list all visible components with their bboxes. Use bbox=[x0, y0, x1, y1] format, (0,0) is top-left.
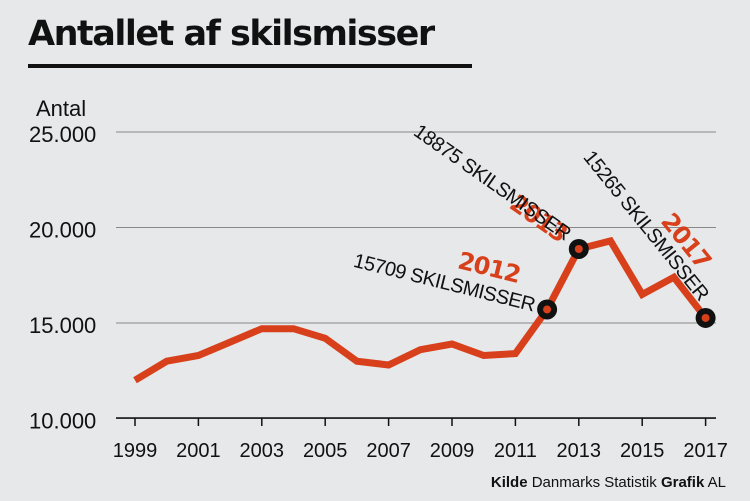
y-axis-label: Antal bbox=[36, 96, 87, 121]
highlight-markers bbox=[537, 238, 716, 328]
x-tick-label: 2009 bbox=[430, 440, 475, 462]
x-tick-label: 2017 bbox=[683, 440, 728, 462]
x-axis: 1999 2001 2003 2005 2007 2009 2011 2013 2015 2017 bbox=[113, 417, 728, 462]
highlight-marker-center bbox=[543, 305, 552, 314]
y-tick-label: 10.000 bbox=[29, 409, 96, 434]
title-underline bbox=[28, 64, 472, 68]
source-credit: Kilde Danmarks Statistik Grafik AL bbox=[490, 474, 726, 491]
x-tick-label: 2011 bbox=[494, 440, 537, 462]
y-tick-label: 15.000 bbox=[29, 313, 96, 338]
highlight-marker-center bbox=[574, 244, 583, 253]
x-tick-label: 2007 bbox=[366, 440, 411, 462]
series-line bbox=[133, 236, 709, 384]
x-tick-label: 1999 bbox=[113, 440, 158, 462]
x-tick-label: 2015 bbox=[620, 440, 665, 462]
highlight-marker-center bbox=[701, 313, 710, 322]
x-tick-label: 2005 bbox=[303, 440, 348, 462]
x-tick-label: 2003 bbox=[240, 440, 285, 462]
series-line-path bbox=[133, 236, 709, 384]
chart-title: Antallet af skilsmisser bbox=[28, 14, 435, 54]
y-tick-label: 25.000 bbox=[29, 122, 96, 147]
annotation-label: 18875 SKILSMISSER bbox=[410, 120, 575, 245]
x-tick-label: 2013 bbox=[557, 440, 602, 462]
y-tick-label: 20.000 bbox=[29, 218, 96, 243]
y-tick-labels: 10.000 15.000 20.000 25.000 bbox=[29, 122, 96, 434]
x-tick-label: 2001 bbox=[176, 440, 221, 462]
